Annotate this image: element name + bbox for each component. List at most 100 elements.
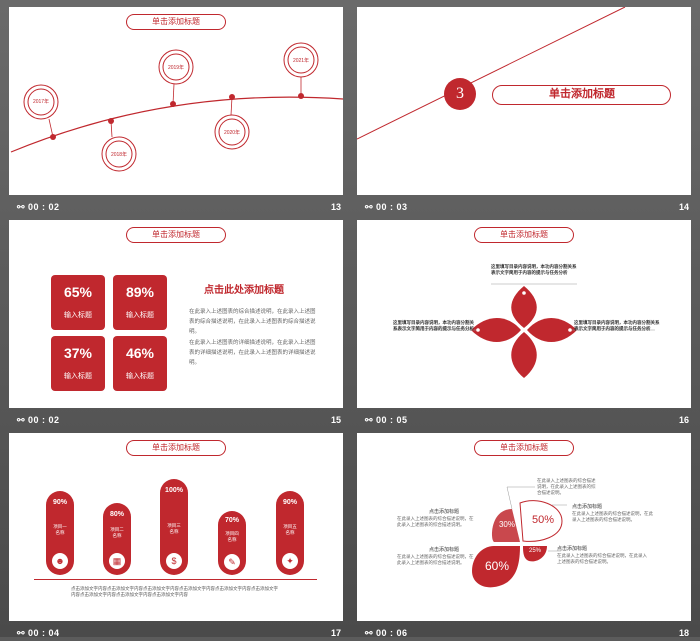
section-heading: 点击此处添加标题 [204, 285, 284, 296]
petal-percent: 50% [531, 514, 555, 526]
slide-13-canvas: 单击添加标题 2017年 2018年 20 [9, 7, 343, 195]
label-heading: 点击添加标题 [429, 509, 460, 515]
year-label: 2019年 [167, 65, 185, 71]
label-desc: 在此录入上述图表的综合描述说明，在此录入上述图表的综合描述说明。 [557, 553, 647, 564]
year-label: 2021年 [292, 58, 310, 64]
bar-percent: 90% [282, 499, 297, 506]
stat-label: 输入标题 [126, 312, 154, 319]
label-heading: 点击添加标题 [572, 504, 603, 510]
people-icon: ☻ [52, 553, 68, 569]
transition-time: ⚯ 00 : 02 [17, 415, 60, 425]
transition-icon: ⚯ [17, 202, 29, 212]
stat-card: 46% 输入标题 [113, 336, 167, 391]
bar-label: 项目三 名称 [167, 523, 181, 534]
section-index-badge: 3 [444, 78, 476, 110]
slide-info-bar: ⚯ 00 : 02 15 [9, 412, 343, 428]
slide-info-bar: ⚯ 00 : 05 16 [357, 412, 691, 428]
grid-icon: ▦ [109, 553, 125, 569]
transition-time: ⚯ 00 : 06 [365, 628, 408, 638]
petal-note: 这里填写目录内容说明，本功内容分割关系表示文字简用于内容的提示与任务分析 [393, 320, 474, 331]
petal-chart [472, 486, 567, 588]
label-desc: 在此录入上述图表的综合描述说明，在此录入上述图表的综合描述说明。 [572, 511, 653, 522]
slide-number: 15 [330, 415, 341, 425]
year-label: 2017年 [32, 99, 50, 105]
progress-bar: 90% 项目一 名称 ☻ [46, 491, 74, 575]
stat-label: 输入标题 [126, 373, 154, 380]
callout-text: 在此录入上述图表的综合描述说明，在此录入上述图表的综合描述说明。 [537, 478, 596, 495]
money-icon: $ [166, 553, 182, 569]
transition-time: ⚯ 00 : 05 [365, 415, 408, 425]
stat-percent: 89% [125, 284, 155, 300]
slide-16-canvas: 单击添加标题 这里填写目录内容说明，本功内容分割关系表示文字简用于内容的提示与任… [357, 220, 691, 408]
bar-percent: 70% [224, 517, 239, 524]
slide-title: 单击添加标题 [126, 227, 226, 243]
slide-number: 18 [678, 628, 689, 638]
bar-percent: 90% [52, 499, 67, 506]
bar-percent: 80% [109, 511, 124, 518]
slide-17-canvas: 单击添加标题 90% 项目一 名称 ☻ 80% 项目二 名称 ▦ 100% 项目… [9, 433, 343, 621]
year-label: 2018年 [110, 152, 128, 158]
bar-label: 项目五 名称 [283, 524, 297, 535]
petal-diagram [393, 283, 655, 378]
progress-bar: 80% 项目二 名称 ▦ [103, 503, 131, 575]
slide-14-canvas: 3 单击添加标题 [357, 7, 691, 195]
label-heading: 点击添加标题 [429, 547, 460, 553]
slide-info-bar: ⚯ 00 : 04 17 [9, 625, 343, 641]
stat-percent: 46% [125, 345, 155, 361]
petal-percent: 25% [528, 548, 541, 554]
transition-icon: ⚯ [365, 628, 377, 638]
edit-icon: ✎ [224, 554, 240, 570]
transition-icon: ⚯ [17, 415, 29, 425]
label-desc: 在此录入上述图表的综合描述说明，在此录入上述图表的综合描述说明。 [397, 554, 474, 565]
petal-note: 这里填写目录内容说明，本功内容分割关系表示文字简用于内容的提示与任务分析 [491, 264, 577, 275]
transition-time: ⚯ 00 : 03 [365, 202, 408, 212]
bird-icon: ✦ [282, 553, 298, 569]
stat-card: 65% 输入标题 [51, 275, 105, 330]
slide-title: 单击添加标题 [549, 88, 615, 100]
stat-card: 37% 输入标题 [51, 336, 105, 391]
petal-note: 这里填写目录内容说明，本功内容分割关系表示文字简用于内容的提示与任务分析 [574, 320, 660, 331]
progress-bar: 70% 项目四 名称 ✎ [218, 511, 246, 575]
slide-number: 16 [678, 415, 689, 425]
bar-label: 项目四 名称 [225, 531, 239, 542]
transition-icon: ⚯ [365, 202, 377, 212]
bar-percent: 100% [165, 487, 183, 494]
stat-label: 输入标题 [64, 373, 92, 380]
label-heading: 点击添加标题 [557, 546, 588, 552]
bar-label: 项目一 名称 [53, 524, 67, 535]
description-paragraph: 在此录入上述图表的详细描述说明，在此录入上述图表的详细描述说明，在此录入上述图表… [189, 340, 316, 366]
transition-time: ⚯ 00 : 02 [17, 202, 60, 212]
slide-number: 17 [330, 628, 341, 638]
transition-time: ⚯ 00 : 04 [17, 628, 60, 638]
title-frame [492, 85, 671, 105]
stat-percent: 37% [63, 345, 93, 361]
transition-icon: ⚯ [365, 415, 377, 425]
slide-number: 13 [330, 202, 341, 212]
slide-title: 单击添加标题 [474, 227, 574, 243]
baseline-divider [34, 579, 317, 580]
progress-bar: 90% 项目五 名称 ✦ [276, 491, 304, 575]
progress-bar: 100% 项目三 名称 $ [160, 479, 188, 575]
stat-label: 输入标题 [64, 312, 92, 319]
transition-icon: ⚯ [17, 628, 29, 638]
slide-15-canvas: 单击添加标题 65% 输入标题 89% 输入标题 37% 输入标题 46% 输入… [9, 220, 343, 408]
diagonal-line [357, 7, 626, 140]
slide-title: 单击添加标题 [126, 440, 226, 456]
slide-title: 单击添加标题 [126, 14, 226, 30]
stat-card: 89% 输入标题 [113, 275, 167, 330]
slide-info-bar: ⚯ 00 : 03 14 [357, 199, 691, 215]
label-desc: 在此录入上述图表的综合描述说明，在此录入上述图表的综合描述说明。 [397, 516, 474, 527]
bar-label: 项目二 名称 [110, 527, 124, 538]
slide-title: 单击添加标题 [474, 440, 574, 456]
footer-text: 点击添加文字内容点击添加文字内容点击添加文字内容点击添加文字内容点击添加文字内容… [71, 586, 278, 597]
slide-info-bar: ⚯ 00 : 06 18 [357, 625, 691, 641]
petal-percent: 30% [498, 520, 515, 529]
petal-percent: 60% [484, 559, 510, 573]
slide-number: 14 [678, 202, 689, 212]
description-paragraph: 在此录入上述图表的综合描述说明，在此录入上述图表的综合描述说明，在此录入上述图表… [189, 309, 316, 335]
slide-18-canvas: 单击添加标题 30% 50% 60% 25% 在此录入上述图表的综合描述说明，在… [357, 433, 691, 621]
slide-info-bar: ⚯ 00 : 02 13 [9, 199, 343, 215]
year-label: 2020年 [223, 130, 241, 136]
timeline-chart [10, 42, 343, 172]
stat-percent: 65% [63, 284, 93, 300]
